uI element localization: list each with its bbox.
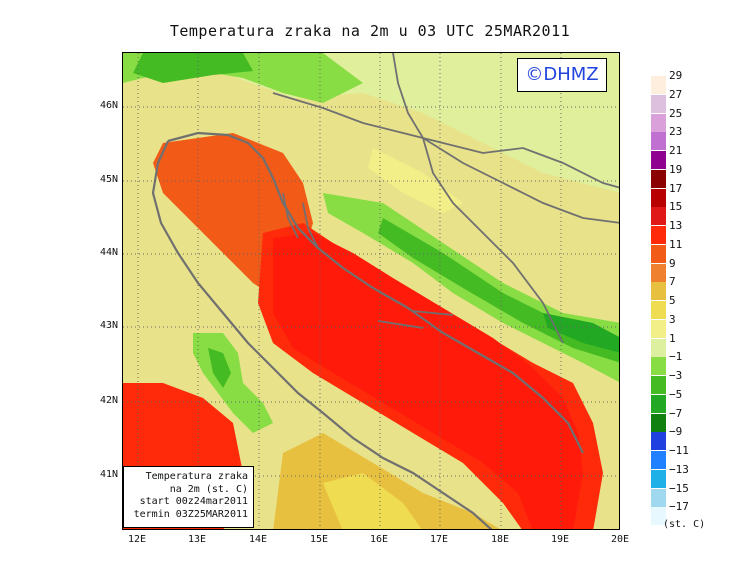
legend-swatch <box>651 94 666 113</box>
legend-label: 3 <box>669 312 676 326</box>
lat-label-42n: 42N <box>99 395 118 406</box>
legend-label: −7 <box>669 406 683 420</box>
legend-swatch <box>651 507 666 526</box>
island-outlines <box>282 192 454 329</box>
legend-swatch <box>651 151 666 169</box>
legend-label: −15 <box>669 481 689 495</box>
legend-unit: (st. C) <box>663 519 706 530</box>
map-title: Temperatura zraka na 2m u 03 UTC 25MAR20… <box>169 22 571 40</box>
legend-swatch <box>651 301 666 319</box>
dinaric-coldest-patch <box>543 313 619 353</box>
lon-label-14e: 14E <box>248 534 268 545</box>
legend-label: 7 <box>669 275 676 289</box>
info-line-variable: Temperatura zraka <box>145 471 248 482</box>
lat-label-46n: 46N <box>99 100 118 111</box>
info-box: Temperatura zraka na 2m (st. C) start 00… <box>123 466 254 528</box>
bosnia-border <box>422 137 564 344</box>
legend-swatch <box>651 357 666 376</box>
legend-label: 23 <box>669 125 683 139</box>
info-line-term: termin 03Z25MAR2011 <box>133 508 248 520</box>
southeast-italy-mild-zone <box>273 433 500 529</box>
legend-label: −17 <box>669 500 689 514</box>
lat-label-41n: 41N <box>99 469 118 480</box>
legend-swatch <box>651 282 666 301</box>
legend-label: 17 <box>669 181 683 195</box>
legend-label: 19 <box>669 162 683 176</box>
alps-colder-zone <box>133 53 253 83</box>
legend-swatch <box>651 263 666 282</box>
legend-label: 9 <box>669 256 676 270</box>
lon-label-20e: 20E <box>610 534 630 545</box>
legend-label: 1 <box>669 331 676 345</box>
legend-swatch <box>651 451 666 469</box>
legend-swatch <box>651 432 666 451</box>
italian-coastline <box>151 140 493 529</box>
temperature-map <box>122 52 620 530</box>
legend-label: 11 <box>669 237 683 251</box>
legend-label: 5 <box>669 294 676 307</box>
legend-swatch <box>651 319 666 338</box>
info-line-unit: na 2m (st. C) <box>169 483 248 495</box>
lon-label-13e: 13E <box>187 534 207 545</box>
legend-swatch <box>651 169 666 188</box>
legend-swatch <box>651 469 666 488</box>
dhmz-logo: ©DHMZ <box>517 58 607 92</box>
lon-label-15e: 15E <box>309 534 329 545</box>
legend-swatch <box>651 413 666 432</box>
legend-swatch <box>651 376 666 394</box>
legend-label: 15 <box>669 200 683 214</box>
lon-label-18e: 18E <box>490 534 510 545</box>
legend-label: −3 <box>669 369 683 382</box>
adriatic-core-warm-zone <box>273 233 583 529</box>
lon-label-17e: 17E <box>429 534 449 545</box>
legend-swatch <box>651 244 666 263</box>
legend-label: −11 <box>669 444 689 457</box>
legend-swatch <box>651 207 666 226</box>
legend-swatch <box>651 76 666 94</box>
southeast-italy-light-zone <box>323 473 422 529</box>
north-light-band <box>123 53 619 193</box>
legend-swatch <box>651 188 666 207</box>
legend-swatch <box>651 394 666 413</box>
legend-label: 25 <box>669 106 683 120</box>
legend-swatch <box>651 488 666 507</box>
legend-swatch <box>651 113 666 132</box>
legend-swatch <box>651 226 666 244</box>
legend-label: 13 <box>669 219 683 232</box>
legend-label: −9 <box>669 425 683 439</box>
lon-label-12e: 12E <box>127 534 147 545</box>
northern-border <box>272 92 619 189</box>
legend-label: −5 <box>669 387 683 401</box>
lat-label-45n: 45N <box>99 174 118 185</box>
lon-label-16e: 16E <box>369 534 389 545</box>
info-line-start: start 00z24mar2011 <box>139 496 248 507</box>
temperature-field <box>123 53 619 529</box>
inland-border <box>392 53 619 224</box>
apennine-colder-zone <box>208 348 231 388</box>
legend-label: 27 <box>669 87 683 101</box>
lon-label-19e: 19E <box>550 534 570 545</box>
legend-label: −13 <box>669 462 689 476</box>
lat-label-43n: 43N <box>99 320 118 331</box>
lat-label-44n: 44N <box>99 247 118 258</box>
east-adriatic-coastline <box>167 131 584 454</box>
legend-label: −1 <box>669 350 683 364</box>
legend-label: 29 <box>669 69 683 82</box>
legend-label: 21 <box>669 144 683 157</box>
legend-swatch <box>651 132 666 151</box>
legend-swatch <box>651 338 666 357</box>
